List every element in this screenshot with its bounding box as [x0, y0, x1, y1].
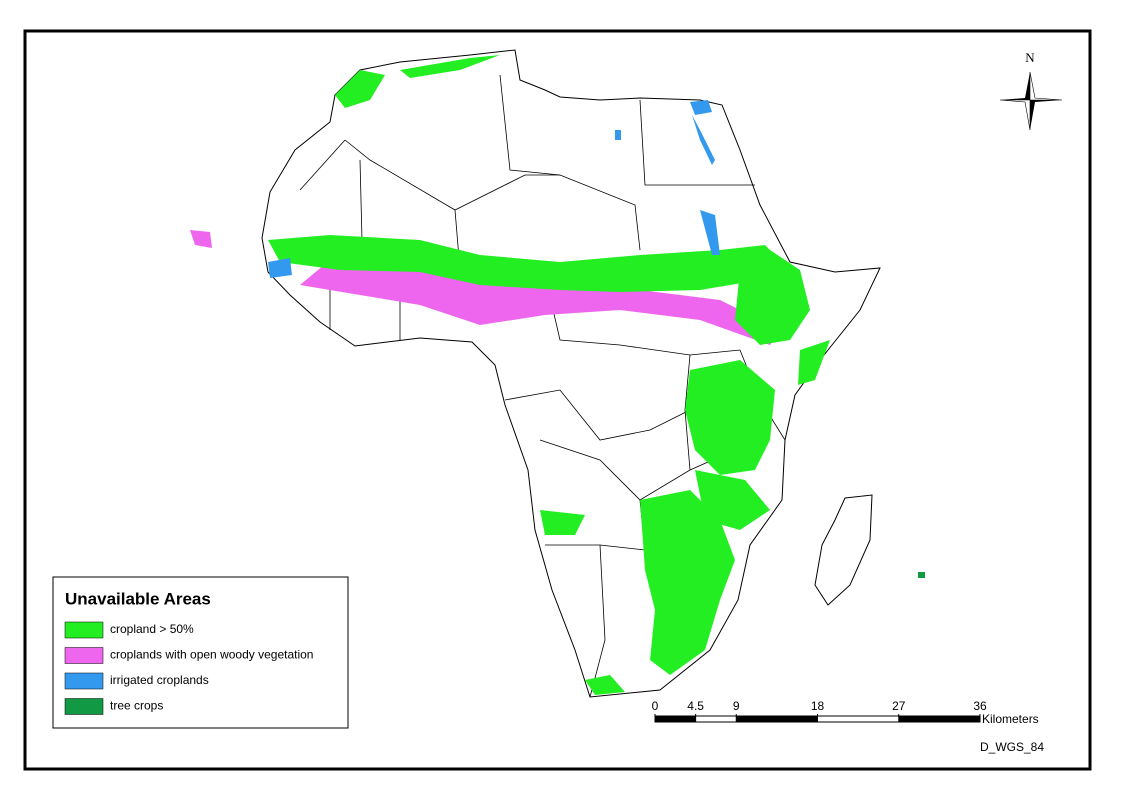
scale-bar-segment [655, 716, 696, 722]
scale-label: 27 [892, 699, 906, 713]
scale-bar-segment [736, 716, 818, 722]
legend-label: tree crops [110, 699, 163, 713]
legend-label: irrigated croplands [110, 673, 209, 687]
legend-label: cropland > 50% [110, 622, 194, 636]
scale-label: 9 [733, 699, 740, 713]
scale-label: 18 [811, 699, 825, 713]
legend: Unavailable Areas cropland > 50% cropland… [52, 576, 349, 729]
north-label: N [1025, 50, 1035, 65]
legend-label: croplands with open woody vegetation [110, 648, 313, 662]
scale-label: 0 [652, 699, 659, 713]
legend-swatch [64, 647, 104, 664]
north-arrow: N [999, 50, 1063, 131]
scale-unit: Kilometers [982, 712, 1039, 726]
scale-bar-segment [898, 716, 980, 722]
scale-label: 36 [973, 699, 987, 713]
legend-swatch [64, 621, 104, 639]
legend-swatch [64, 672, 104, 690]
scale-label: 4.5 [687, 699, 704, 713]
cropland-areas [190, 55, 925, 695]
legend-swatch [64, 698, 104, 715]
projection-label: D_WGS_84 [980, 740, 1044, 754]
legend-title: Unavailable Areas [65, 589, 211, 608]
